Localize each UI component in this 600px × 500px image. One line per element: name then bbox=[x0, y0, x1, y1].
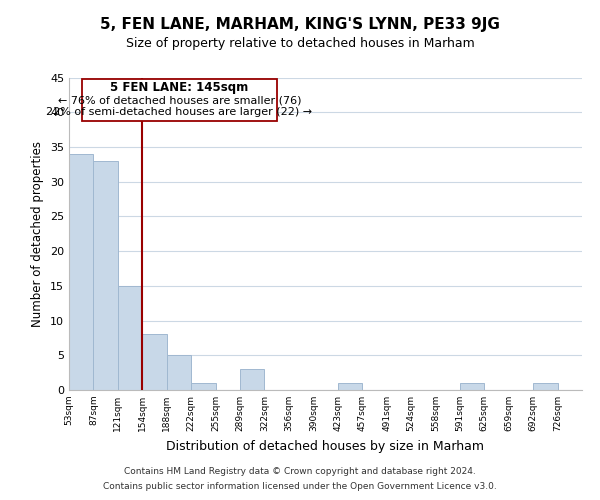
Text: Size of property relative to detached houses in Marham: Size of property relative to detached ho… bbox=[125, 38, 475, 51]
Bar bbox=[533, 383, 557, 390]
Bar bbox=[94, 161, 118, 390]
Text: 22% of semi-detached houses are larger (22) →: 22% of semi-detached houses are larger (… bbox=[46, 107, 313, 117]
Text: ← 76% of detached houses are smaller (76): ← 76% of detached houses are smaller (76… bbox=[58, 96, 301, 106]
Bar bbox=[338, 383, 362, 390]
Y-axis label: Number of detached properties: Number of detached properties bbox=[31, 141, 44, 327]
Text: Contains HM Land Registry data © Crown copyright and database right 2024.: Contains HM Land Registry data © Crown c… bbox=[124, 467, 476, 476]
Bar bbox=[69, 154, 94, 390]
Bar bbox=[460, 383, 484, 390]
Bar bbox=[167, 356, 191, 390]
Bar bbox=[82, 79, 277, 120]
Text: 5 FEN LANE: 145sqm: 5 FEN LANE: 145sqm bbox=[110, 82, 248, 94]
Bar bbox=[118, 286, 142, 390]
X-axis label: Distribution of detached houses by size in Marham: Distribution of detached houses by size … bbox=[167, 440, 485, 452]
Bar bbox=[191, 383, 215, 390]
Bar bbox=[240, 369, 265, 390]
Bar bbox=[142, 334, 167, 390]
Text: 5, FEN LANE, MARHAM, KING'S LYNN, PE33 9JG: 5, FEN LANE, MARHAM, KING'S LYNN, PE33 9… bbox=[100, 18, 500, 32]
Text: Contains public sector information licensed under the Open Government Licence v3: Contains public sector information licen… bbox=[103, 482, 497, 491]
